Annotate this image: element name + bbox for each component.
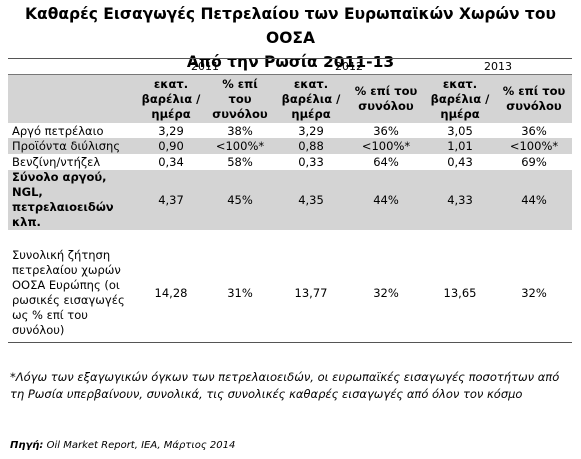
table-cell: 0,88 [274, 138, 348, 154]
col-header-volume: εκατ. βαρέλια / ημέρα [136, 74, 206, 123]
table-cell: 64% [373, 155, 399, 169]
table-cell: 3,29 [158, 123, 184, 138]
table-cell: 0,34 [158, 155, 184, 169]
table-cell: 0,90 [136, 138, 206, 154]
title-line-1: Καθαρές Εισαγωγές Πετρελαίου των Ευρωπαϊ… [25, 5, 556, 47]
spacer-row [8, 230, 572, 244]
table-row: Συνολική ζήτηση πετρελαίου χωρών ΟΟΣΑ Ευ… [8, 244, 572, 343]
table-row: Αργό πετρέλαιο 3,29 38% 3,29 36% 3,05 36… [8, 123, 572, 138]
table-cell: 32% [521, 285, 547, 300]
table-cell: 38% [227, 123, 253, 138]
table-cell: 4,33 [424, 170, 496, 230]
table-cell: 13,65 [443, 285, 477, 300]
row-label: Αργό πετρέλαιο [12, 123, 104, 138]
table-cell: 36% [521, 123, 547, 138]
table-row: Βενζίνη/ντήζελ 0,34 58% 0,33 64% 0,43 69… [8, 154, 572, 170]
table-cell: 69% [521, 155, 547, 169]
table-cell: <100%* [206, 138, 274, 154]
table-cell: 4,35 [274, 170, 348, 230]
table-cell: 45% [206, 170, 274, 230]
table-row: Προϊόντα διύλισης 0,90 <100%* 0,88 <100%… [8, 138, 572, 154]
table-cell: 31% [227, 285, 253, 300]
row-label: Συνολική ζήτηση πετρελαίου χωρών ΟΟΣΑ Ευ… [12, 248, 125, 337]
row-label: Βενζίνη/ντήζελ [12, 155, 101, 169]
table-cell: 4,37 [136, 170, 206, 230]
table-cell: 44% [348, 170, 424, 230]
row-label: Προϊόντα διύλισης [8, 138, 136, 154]
table-cell: 14,28 [154, 285, 188, 300]
year-2012: 2012 [274, 58, 424, 75]
table-cell: 44% [496, 170, 572, 230]
column-header-row: εκατ. βαρέλια / ημέρα % επί του συνόλου … [8, 74, 572, 123]
row-label: Σύνολο αργού, NGL, πετρελαιοειδών κλπ. [8, 170, 136, 230]
table-row: Σύνολο αργού, NGL, πετρελαιοειδών κλπ. 4… [8, 170, 572, 230]
table-cell: 1,01 [424, 138, 496, 154]
table-cell: 3,05 [447, 123, 473, 138]
table-cell: 3,29 [298, 123, 324, 138]
footnote: *Λόγω των εξαγωγικών όγκων των πετρελαιο… [10, 370, 560, 401]
col-header-share: % επί του συνόλου [348, 74, 424, 123]
table-cell: <100%* [496, 138, 572, 154]
table-cell: 32% [373, 285, 399, 300]
table-cell: 58% [227, 155, 253, 169]
table-cell: 13,77 [294, 285, 328, 300]
col-header-share: % επί του συνόλου [206, 74, 274, 123]
imports-table: 2011 2012 2013 εκατ. βαρέλια / ημέρα % ε… [8, 58, 572, 343]
col-header-volume: εκατ. βαρέλια / ημέρα [424, 74, 496, 123]
source-text: Oil Market Report, IEA, Μάρτιος 2014 [46, 440, 236, 451]
table-cell: 0,33 [298, 155, 324, 169]
table-cell: 36% [373, 123, 399, 138]
table-cell: <100%* [348, 138, 424, 154]
source-line: Πηγή: Oil Market Report, IEA, Μάρτιος 20… [10, 440, 235, 451]
col-header-share: % επί του συνόλου [496, 74, 572, 123]
year-2011: 2011 [136, 58, 274, 75]
col-header-volume: εκατ. βαρέλια / ημέρα [274, 74, 348, 123]
table-cell: 0,43 [447, 155, 473, 169]
year-2013: 2013 [424, 58, 572, 75]
source-label: Πηγή: [10, 440, 44, 451]
year-header-row: 2011 2012 2013 [8, 58, 572, 75]
